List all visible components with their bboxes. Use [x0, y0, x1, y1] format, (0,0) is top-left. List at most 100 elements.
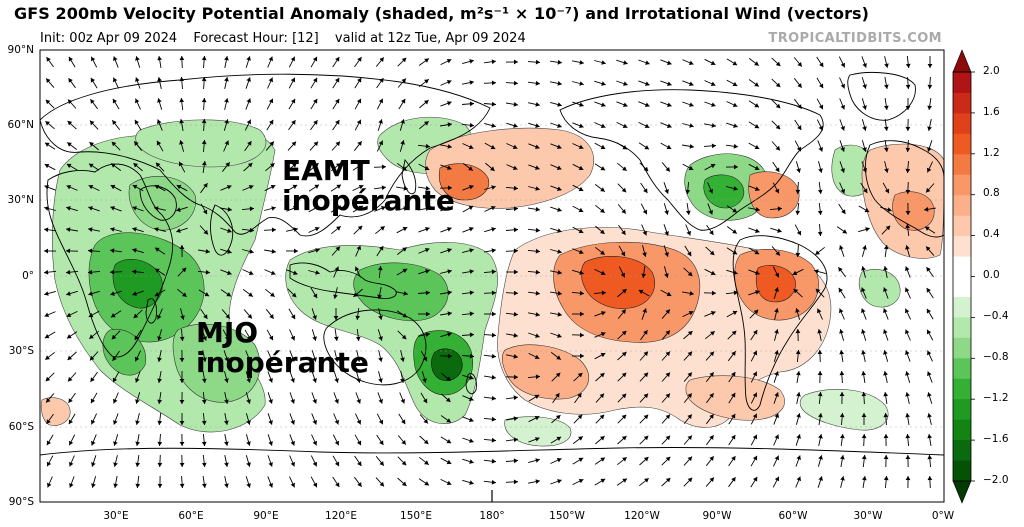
- mjo-annotation: MJO inopérante: [196, 318, 369, 378]
- wind-vector-head: [927, 147, 932, 152]
- wind-vector-head: [643, 330, 648, 335]
- wind-vector-head: [685, 210, 691, 215]
- wind-vector-head: [111, 163, 116, 168]
- wind-vector-head: [205, 269, 210, 275]
- wind-vector-head: [446, 59, 452, 64]
- wind-vector-head: [224, 420, 229, 425]
- wind-vector-head: [358, 205, 364, 210]
- wind-vector-head: [623, 81, 628, 86]
- wind-vector-head: [157, 98, 162, 103]
- wind-vector-head: [110, 291, 115, 296]
- wind-vector-head: [734, 164, 738, 170]
- wind-vector-head: [469, 227, 474, 232]
- wind-vector-head: [447, 122, 452, 127]
- wind-vector-head: [378, 119, 383, 124]
- wind-vector-head: [513, 80, 518, 86]
- wind-vector-head: [425, 206, 430, 211]
- wind-vector-head: [817, 189, 823, 194]
- wind-vector-head: [861, 392, 867, 397]
- wind-vector-head: [378, 419, 384, 425]
- wind-vector-head: [883, 476, 889, 481]
- wind-vector-head: [621, 309, 626, 314]
- wind-vector-head: [157, 420, 163, 425]
- wind-vector-head: [535, 248, 540, 254]
- wind-vector-head: [157, 441, 163, 446]
- wind-vector-head: [45, 142, 50, 147]
- wind-vector-head: [204, 292, 210, 297]
- colorbar-positive-step: [953, 92, 971, 114]
- wind-vector-head: [227, 228, 232, 233]
- wind-vector-head: [113, 462, 118, 467]
- wind-vector-head: [599, 373, 605, 378]
- green-eurasia-north: [135, 119, 267, 168]
- wind-vector-head: [333, 316, 339, 320]
- wind-vector-head: [378, 140, 383, 146]
- wind-vector-head: [840, 168, 845, 173]
- wind-vector-head: [469, 311, 474, 317]
- wind-vector-head: [379, 78, 384, 83]
- wind-vector-head: [534, 416, 540, 421]
- wind-vector-head: [246, 335, 252, 341]
- wind-vector-head: [69, 440, 74, 446]
- wind-vector-head: [271, 249, 276, 254]
- wind-vector-head: [578, 207, 584, 213]
- wind-vector-head: [69, 461, 74, 467]
- wind-vector-head: [201, 56, 207, 61]
- wind-vector-head: [381, 164, 386, 170]
- wind-vector-head: [754, 103, 759, 108]
- wind-vector-head: [155, 162, 161, 168]
- wind-vector-head: [926, 329, 932, 335]
- wind-vector-head: [578, 228, 584, 234]
- wind-vector-head: [224, 399, 229, 404]
- wind-vector-head: [491, 374, 496, 380]
- wind-vector-head: [817, 392, 823, 397]
- wind-vector-head: [687, 456, 692, 462]
- lat-label-30n: 30°N: [7, 194, 34, 206]
- wind-vector-head: [290, 399, 295, 404]
- wind-vector-head: [45, 376, 51, 382]
- wind-vector-head: [246, 378, 251, 383]
- wind-vector-head: [513, 437, 518, 443]
- wind-vector-head: [534, 394, 540, 399]
- wind-vector-head: [818, 168, 823, 173]
- wind-vector-head: [355, 315, 361, 320]
- wind-vector-head: [642, 230, 647, 236]
- wind-vector-head: [269, 141, 274, 146]
- wind-vector-head: [356, 399, 361, 404]
- green-core-north-america: [703, 174, 745, 209]
- wind-vector-head: [378, 357, 383, 362]
- wind-vector-head: [621, 187, 627, 193]
- wind-vector-head: [643, 457, 649, 462]
- wind-vector-head: [313, 98, 318, 104]
- wind-vector-head: [290, 378, 295, 383]
- wind-vector-head: [312, 440, 317, 446]
- wind-vector-head: [491, 101, 496, 107]
- colorbar-negative-step: [953, 317, 971, 339]
- green-core-arabia: [128, 175, 197, 231]
- wind-vector-head: [157, 336, 162, 341]
- wind-vector-head: [842, 229, 847, 234]
- wind-vector-head: [818, 147, 823, 152]
- wind-vector-head: [202, 336, 207, 341]
- wind-vector-head: [687, 435, 692, 440]
- negative-anomaly-shading: [51, 116, 901, 447]
- wind-vector-head: [711, 290, 716, 296]
- wind-vector-head: [905, 413, 910, 418]
- wind-vector-head: [775, 145, 780, 151]
- wind-vector-head: [46, 440, 51, 446]
- wind-vector-head: [817, 231, 823, 236]
- wind-vector-head: [731, 413, 736, 419]
- wind-vector-head: [535, 374, 540, 380]
- wind-vector-head: [513, 333, 518, 338]
- wind-vector-head: [535, 333, 540, 338]
- lat-label-90s: 90°S: [8, 496, 34, 508]
- wind-vector-head: [905, 168, 911, 173]
- wind-vector-head: [513, 354, 518, 359]
- wind-vector-head: [733, 186, 738, 191]
- wind-vector-head: [710, 270, 716, 275]
- wind-vector-head: [447, 185, 452, 191]
- wind-vector-head: [513, 123, 518, 128]
- wind-vector-head: [513, 185, 518, 191]
- wind-vector-head: [135, 56, 140, 61]
- wind-vector-head: [292, 163, 297, 168]
